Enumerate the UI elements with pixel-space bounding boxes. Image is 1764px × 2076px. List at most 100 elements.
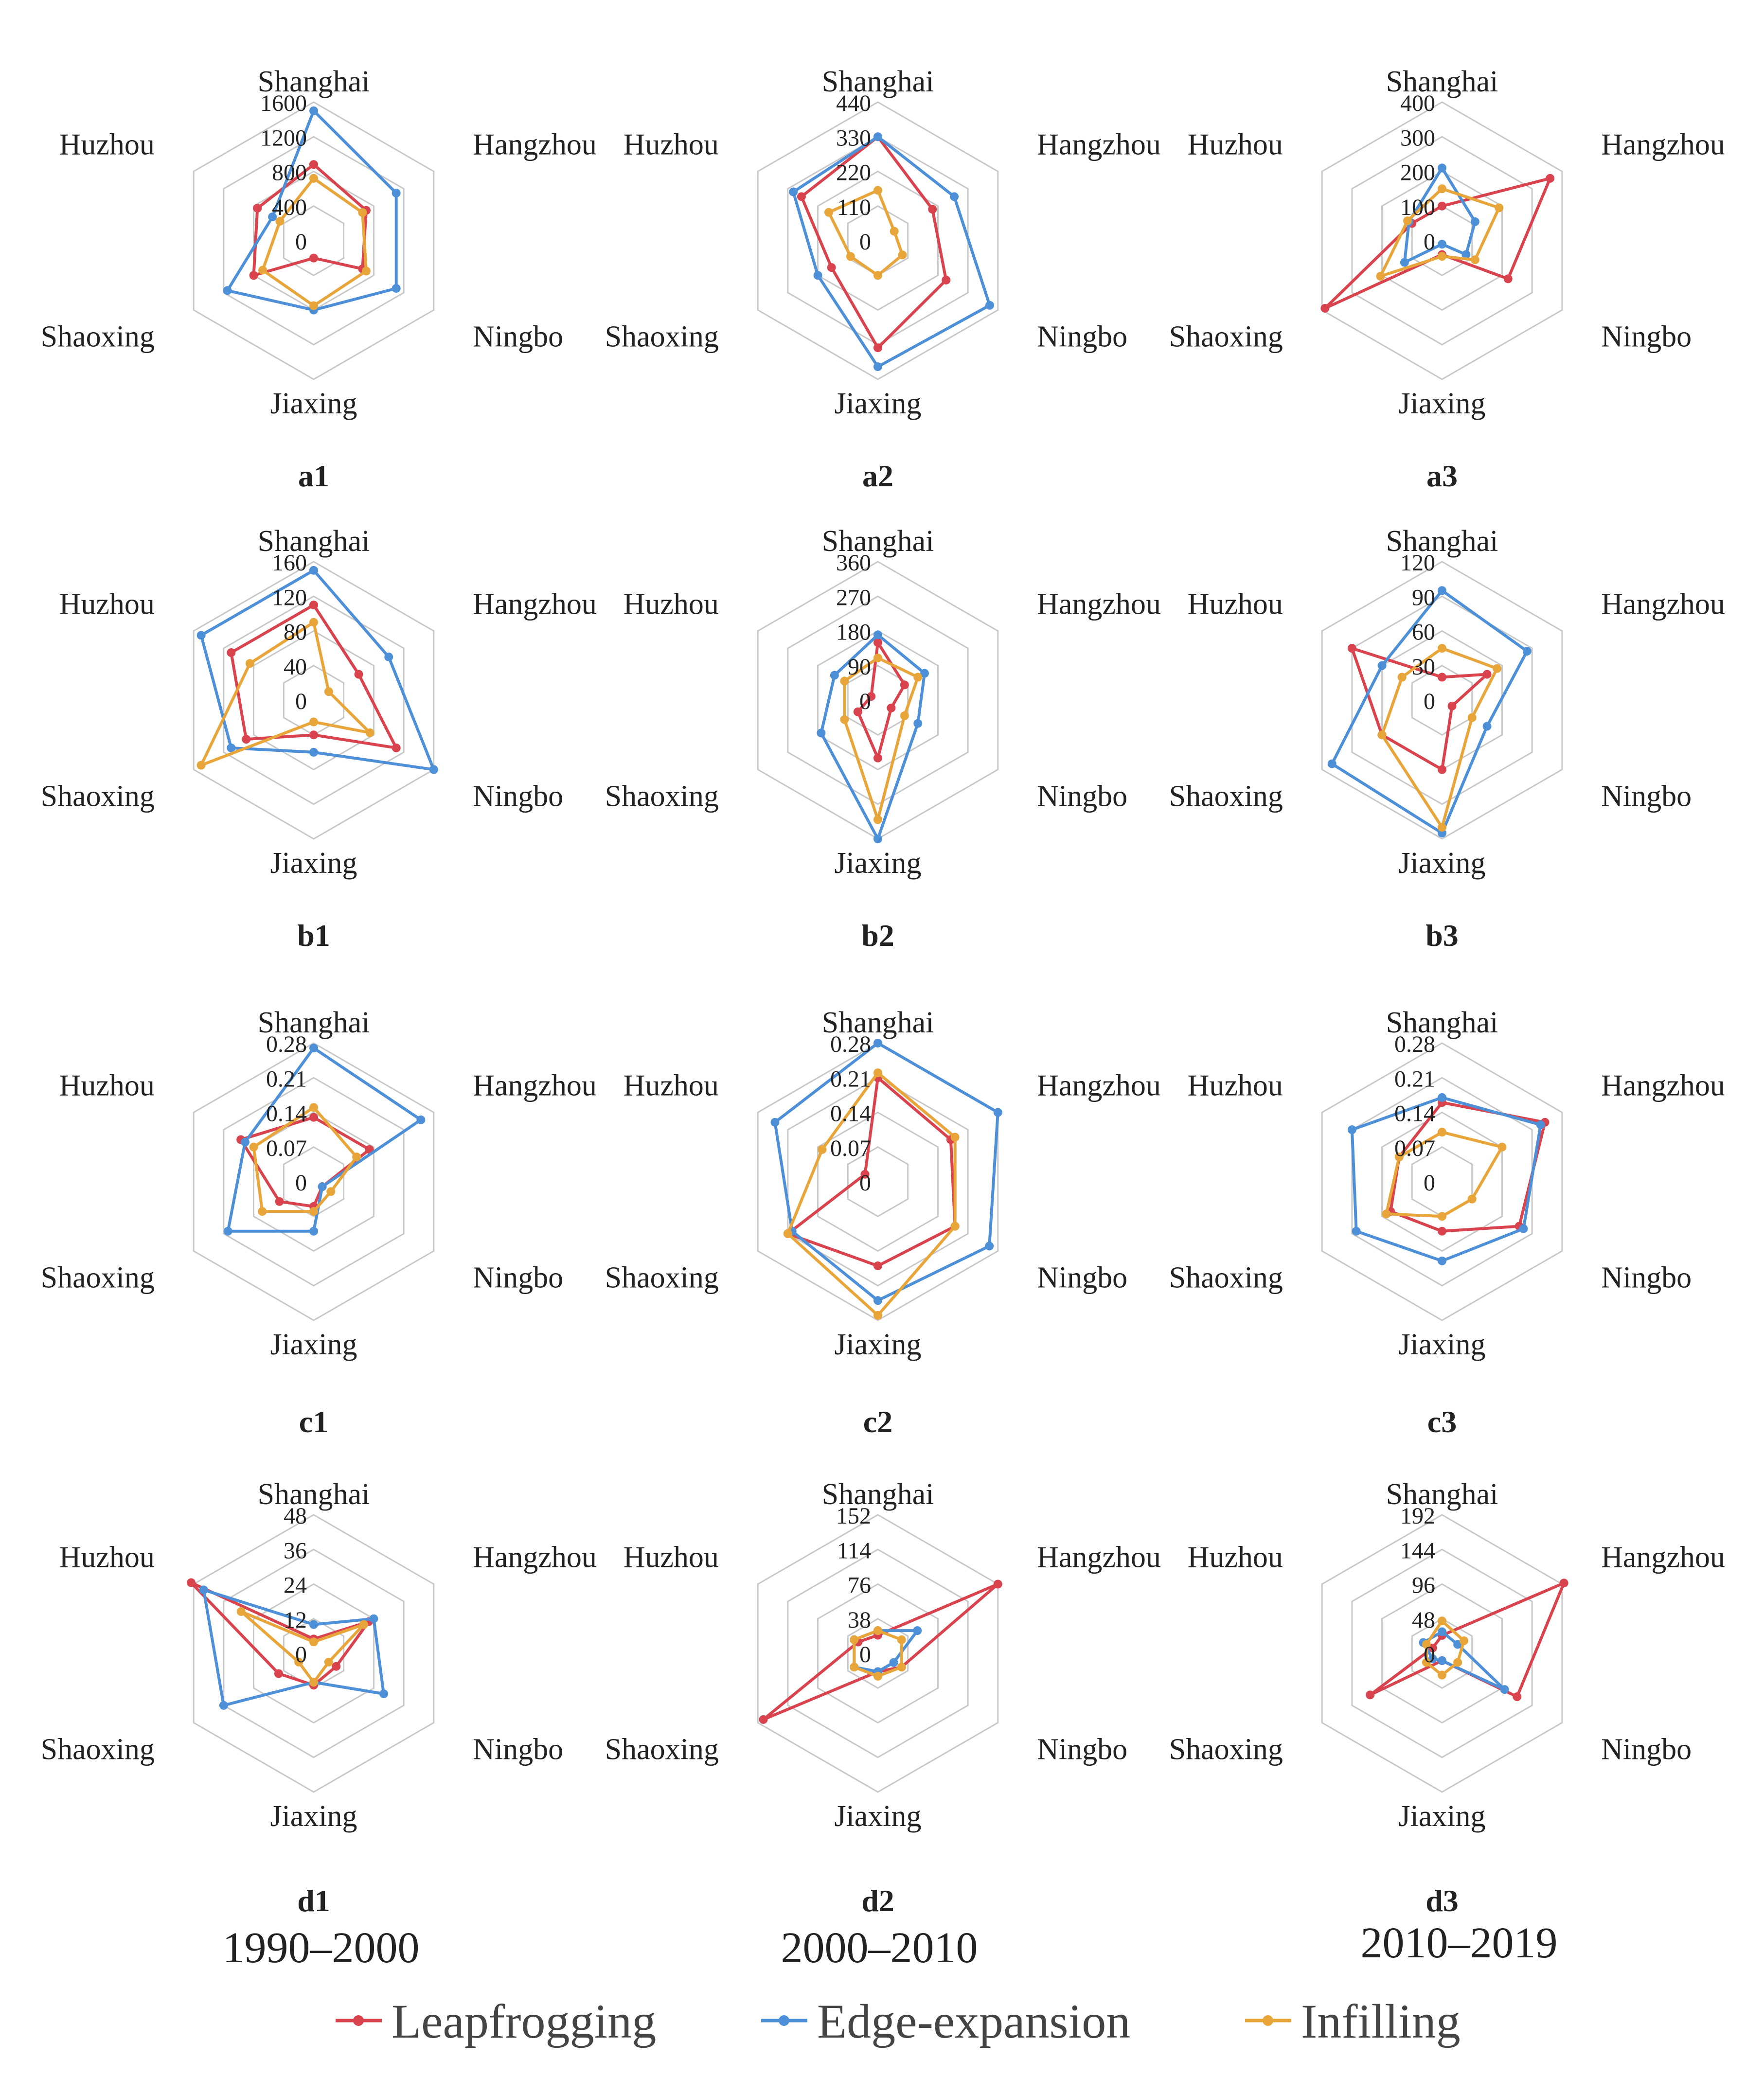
radar-panel-b1: Shanghai Hangzhou Ningbo Jiaxing Shaoxing Huz… bbox=[41, 525, 597, 953]
data-point-leapfrogging-shanghai bbox=[873, 638, 882, 647]
data-point-edge-expansion-huzhou bbox=[196, 631, 206, 640]
data-point-infilling-shaoxing bbox=[196, 761, 206, 770]
radar-panel-c3: Shanghai Hangzhou Ningbo Jiaxing Shaoxing Huz… bbox=[1169, 1006, 1725, 1439]
data-point-infilling-jiaxing bbox=[873, 1671, 882, 1681]
data-point-edge-expansion-jiaxing bbox=[1438, 1256, 1446, 1265]
axis-label-shaoxing: Shaoxing bbox=[605, 1733, 719, 1766]
data-point-infilling-huzhou bbox=[245, 659, 254, 668]
data-point-leapfrogging-jiaxing bbox=[1438, 765, 1446, 774]
legend-marker-leapfrogging bbox=[353, 2015, 364, 2026]
data-point-leapfrogging-jiaxing bbox=[873, 343, 882, 353]
tick-label: 12 bbox=[284, 1607, 307, 1633]
tick-label: 0 bbox=[295, 1170, 307, 1196]
data-point-edge-expansion-shanghai bbox=[309, 1044, 318, 1053]
data-point-edge-expansion-ningbo bbox=[913, 719, 923, 728]
tick-label: 300 bbox=[1400, 125, 1435, 151]
radar-panel-d3: Shanghai Hangzhou Ningbo Jiaxing Shaoxing Huz… bbox=[1169, 1478, 1725, 1918]
data-point-infilling-jiaxing bbox=[1438, 823, 1446, 832]
data-point-edge-expansion-jiaxing bbox=[309, 747, 318, 757]
data-point-infilling-shanghai bbox=[1438, 1616, 1446, 1626]
data-point-infilling-jiaxing bbox=[309, 1678, 318, 1687]
tick-label: 90 bbox=[848, 654, 871, 680]
data-point-leapfrogging-huzhou bbox=[797, 192, 806, 201]
tick-label: 0 bbox=[1424, 229, 1435, 255]
legend-item-leapfrogging: Leapfrogging bbox=[336, 1994, 656, 2048]
axis-label-hangzhou: Hangzhou bbox=[1037, 1541, 1161, 1574]
data-point-edge-expansion-shanghai bbox=[873, 132, 882, 142]
data-point-infilling-hangzhou bbox=[324, 687, 333, 696]
series-leapfrogging bbox=[1347, 644, 1492, 774]
data-point-edge-expansion-huzhou bbox=[830, 671, 839, 680]
data-point-edge-expansion-shanghai bbox=[873, 630, 882, 639]
series-line-infilling bbox=[1379, 187, 1501, 278]
series-leapfrogging bbox=[783, 1073, 960, 1271]
series-infilling bbox=[249, 1103, 361, 1216]
radar-panel-a2: Shanghai Hangzhou Ningbo Jiaxing Shaoxing Huz… bbox=[605, 65, 1161, 493]
axis-label-shanghai: Shanghai bbox=[822, 525, 934, 558]
panel-label-a3: a3 bbox=[1426, 459, 1458, 493]
data-point-leapfrogging-hangzhou bbox=[1546, 174, 1555, 183]
axis-label-shanghai: Shanghai bbox=[1386, 525, 1498, 558]
data-point-infilling-shanghai bbox=[873, 1626, 882, 1635]
tick-label: 0 bbox=[295, 1642, 307, 1668]
data-point-infilling-shanghai bbox=[309, 618, 318, 627]
data-point-infilling-ningbo bbox=[897, 1663, 906, 1672]
data-point-infilling-hangzhou bbox=[1493, 664, 1502, 673]
data-point-infilling-huzhou bbox=[840, 676, 849, 686]
data-point-leapfrogging-shaoxing bbox=[827, 263, 836, 272]
data-point-leapfrogging-huzhou bbox=[187, 1578, 196, 1587]
data-point-edge-expansion-hangzhou bbox=[416, 1115, 426, 1124]
data-point-leapfrogging-shanghai bbox=[309, 601, 318, 610]
panel-label-c1: c1 bbox=[299, 1404, 328, 1439]
data-point-infilling-shaoxing bbox=[1382, 1209, 1391, 1219]
tick-label: 120 bbox=[1400, 550, 1435, 576]
data-point-infilling-jiaxing bbox=[1438, 252, 1446, 261]
tick-label: 96 bbox=[1412, 1573, 1435, 1598]
tick-label: 38 bbox=[848, 1607, 871, 1633]
data-point-edge-expansion-ningbo bbox=[1461, 250, 1471, 259]
tick-label: 0.07 bbox=[266, 1136, 307, 1161]
panel-label-d2: d2 bbox=[861, 1883, 894, 1918]
tick-label: 0 bbox=[295, 229, 307, 255]
grid-ring bbox=[1411, 1618, 1473, 1689]
data-point-infilling-shanghai bbox=[873, 653, 882, 662]
axis-label-shanghai: Shanghai bbox=[258, 1006, 370, 1039]
axis-label-hangzhou: Hangzhou bbox=[1601, 128, 1725, 161]
data-point-edge-expansion-shanghai bbox=[1438, 586, 1446, 595]
data-point-infilling-jiaxing bbox=[873, 815, 882, 824]
data-point-infilling-ningbo bbox=[361, 266, 371, 276]
axis-label-shaoxing: Shaoxing bbox=[605, 320, 719, 354]
axis-label-hangzhou: Hangzhou bbox=[473, 1541, 597, 1574]
data-point-leapfrogging-jiaxing bbox=[873, 1261, 882, 1271]
series-leapfrogging bbox=[853, 638, 909, 763]
grid-ring bbox=[1381, 1583, 1503, 1724]
tick-label: 90 bbox=[1412, 585, 1435, 610]
data-point-edge-expansion-jiaxing bbox=[1438, 240, 1446, 249]
data-point-edge-expansion-ningbo bbox=[1482, 722, 1492, 731]
tick-label: 76 bbox=[848, 1573, 871, 1598]
radar-panel-a3: Shanghai Hangzhou Ningbo Jiaxing Shaoxing Huz… bbox=[1169, 65, 1725, 493]
series-edge-expansion bbox=[223, 1044, 426, 1236]
data-point-edge-expansion-ningbo bbox=[1519, 1224, 1528, 1233]
axis-label-shaoxing: Shaoxing bbox=[41, 1733, 155, 1766]
tick-label: 0.14 bbox=[830, 1101, 871, 1127]
series-infilling bbox=[1382, 1128, 1507, 1221]
tick-label: 40 bbox=[284, 654, 307, 680]
axis-label-huzhou: Huzhou bbox=[59, 588, 155, 621]
data-point-infilling-huzhou bbox=[850, 1635, 859, 1644]
data-point-edge-expansion-hangzhou bbox=[384, 652, 393, 661]
tick-label: 80 bbox=[284, 620, 307, 645]
data-point-infilling-ningbo bbox=[365, 728, 374, 737]
data-point-edge-expansion-hangzhou bbox=[913, 1626, 922, 1635]
axis-label-ningbo: Ningbo bbox=[473, 1733, 563, 1766]
data-point-edge-expansion-shaoxing bbox=[1400, 258, 1409, 267]
tick-label: 0.07 bbox=[830, 1136, 871, 1161]
axis-label-hangzhou: Hangzhou bbox=[473, 128, 597, 161]
data-point-edge-expansion-hangzhou bbox=[950, 192, 959, 201]
grid-ring bbox=[1321, 101, 1563, 380]
data-point-edge-expansion-ningbo bbox=[392, 284, 401, 293]
series-infilling bbox=[1376, 184, 1504, 281]
data-point-infilling-jiaxing bbox=[1438, 1670, 1446, 1680]
data-point-infilling-huzhou bbox=[275, 216, 285, 226]
data-point-edge-expansion-shanghai bbox=[1438, 163, 1446, 173]
